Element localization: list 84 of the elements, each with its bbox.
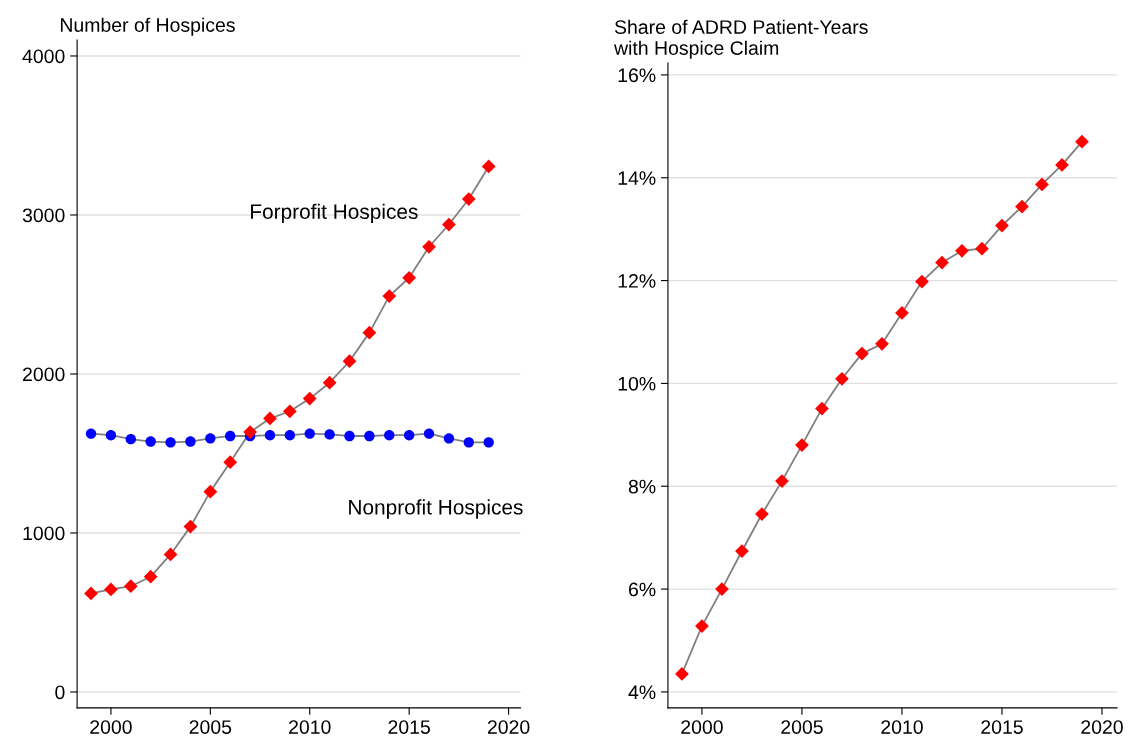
point xyxy=(123,579,138,594)
point xyxy=(384,429,395,441)
text: Nonprofit Hospices xyxy=(349,499,523,519)
y-tick-label: 6% xyxy=(629,582,656,597)
x-tick-label: 2020 xyxy=(1081,720,1123,734)
point xyxy=(362,325,377,340)
point xyxy=(443,433,455,444)
point xyxy=(143,569,158,584)
point xyxy=(402,270,417,285)
point xyxy=(481,159,496,174)
point xyxy=(282,404,297,419)
point xyxy=(324,429,335,440)
point xyxy=(322,375,337,390)
point xyxy=(422,239,436,254)
point xyxy=(461,192,476,206)
point xyxy=(284,429,296,441)
point xyxy=(835,371,849,386)
point xyxy=(442,217,456,232)
point xyxy=(263,411,277,426)
x-tick-label: 2010 xyxy=(881,720,923,734)
point xyxy=(225,430,236,442)
point xyxy=(223,455,238,470)
x-tick-label: 2005 xyxy=(189,720,232,734)
point xyxy=(104,582,118,597)
point xyxy=(165,437,176,448)
point xyxy=(1035,177,1049,192)
point xyxy=(304,428,315,439)
y-tick-label: 4% xyxy=(628,685,656,700)
point xyxy=(695,619,709,633)
point xyxy=(403,429,415,441)
y-tick-label: 12% xyxy=(618,274,656,288)
point xyxy=(1015,199,1029,214)
point xyxy=(85,428,97,439)
x-tick-label: 2005 xyxy=(781,720,823,734)
x-tick-label: 2015 xyxy=(981,720,1023,734)
point xyxy=(163,547,178,562)
point xyxy=(775,474,789,488)
y-tick-label: 0 xyxy=(55,685,65,700)
point xyxy=(205,433,216,444)
point xyxy=(715,582,729,596)
chart-title: Number of Hospices xyxy=(60,17,235,36)
point xyxy=(935,255,949,270)
chart-title: Share of ADRD Patient-Years with Hospice Claim xyxy=(614,19,868,59)
point xyxy=(463,437,475,448)
y-tick-label: 10% xyxy=(618,376,656,391)
point xyxy=(795,438,809,452)
point xyxy=(125,433,136,445)
y-tick-label: 1000 xyxy=(23,526,65,541)
y-tick-label: 8% xyxy=(628,479,656,494)
point xyxy=(815,401,829,416)
point xyxy=(342,354,357,369)
point xyxy=(483,437,494,448)
point xyxy=(203,484,218,499)
point xyxy=(1055,158,1069,172)
point xyxy=(955,243,969,258)
y-tick-label: 14% xyxy=(618,171,656,185)
point xyxy=(105,429,117,441)
point xyxy=(145,436,156,447)
point xyxy=(423,428,435,439)
point xyxy=(84,586,98,601)
point xyxy=(344,430,355,442)
x-tick-label: 2000 xyxy=(90,720,132,734)
point xyxy=(264,429,276,441)
x-tick-label: 2000 xyxy=(681,720,723,734)
point xyxy=(302,391,317,406)
x-tick-label: 2015 xyxy=(388,720,430,734)
y-tick-label: 16% xyxy=(618,68,656,83)
x-tick-label: 2020 xyxy=(487,720,530,734)
series-label: Forprofit Hospices xyxy=(251,203,418,224)
y-tick-label: 2000 xyxy=(23,367,65,382)
point xyxy=(183,519,198,534)
x-tick-label: 2010 xyxy=(289,720,331,734)
point xyxy=(915,274,929,289)
point xyxy=(975,241,989,256)
point xyxy=(185,436,196,447)
point xyxy=(995,218,1009,233)
point xyxy=(382,289,397,303)
point xyxy=(855,346,869,361)
y-tick-label: 4000 xyxy=(22,49,65,64)
point xyxy=(675,667,689,681)
point xyxy=(1075,134,1089,149)
point xyxy=(364,430,375,442)
point xyxy=(875,336,889,351)
y-tick-label: 3000 xyxy=(22,208,65,223)
